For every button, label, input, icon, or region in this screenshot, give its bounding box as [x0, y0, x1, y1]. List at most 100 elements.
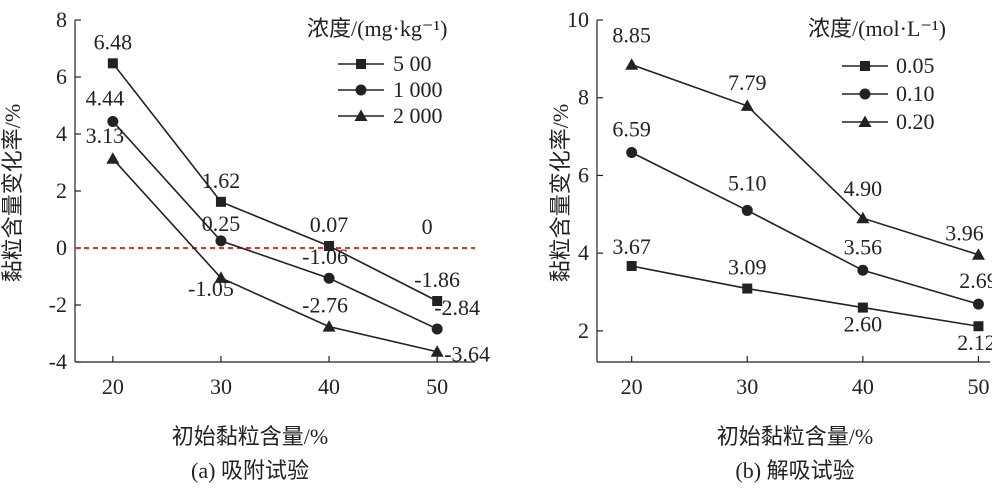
y-tick-label: 2 [56, 178, 67, 203]
data-label: -1.86 [414, 267, 460, 292]
y-tick-label: 0 [56, 235, 67, 260]
data-point [432, 296, 443, 307]
y-tick-label: 6 [56, 64, 67, 89]
y-tick-label: 8 [578, 85, 589, 110]
legend-marker [860, 61, 870, 71]
data-point [322, 320, 336, 332]
chart-panel-adsorption: -4 -2 0 2 4 6 8 20 30 40 50 6.48 1.62 0.07 -1.86 4.44 0… [0, 7, 490, 483]
data-point [107, 115, 119, 127]
data-label: 1.62 [202, 168, 241, 193]
x-tick-label: 50 [967, 374, 989, 399]
chart-caption: (b) 解吸试验 [735, 458, 854, 483]
data-label: 3.56 [844, 234, 883, 259]
data-point [430, 345, 444, 357]
data-point [740, 99, 754, 111]
x-tick-label: 20 [621, 374, 643, 399]
legend-label: 0.05 [896, 53, 935, 78]
y-axis-label: 黏粒含量变化率/% [0, 104, 25, 282]
data-label: 2.69 [959, 268, 992, 293]
data-point [742, 283, 753, 294]
series-line [631, 265, 979, 328]
legend-marker [356, 59, 366, 69]
data-label: 5.10 [728, 170, 767, 195]
data-label: 3.09 [728, 255, 767, 280]
data-point [323, 272, 335, 284]
data-label: 2.60 [844, 312, 883, 337]
legend-title: 浓度/(mg·kg⁻¹) [307, 16, 447, 41]
x-tick-label: 40 [852, 374, 874, 399]
data-label: 0.25 [202, 211, 241, 236]
series-line [631, 151, 979, 305]
data-point [972, 298, 984, 310]
data-point [215, 235, 227, 247]
legend: 0.05 0.10 0.20 浓度/(mol·L⁻¹) [808, 16, 946, 134]
data-point [857, 302, 868, 313]
y-tick-label: -4 [49, 349, 67, 374]
legend-label: 2 000 [393, 103, 443, 128]
y-tick-label: 8 [56, 7, 67, 32]
data-point [971, 248, 985, 260]
data-point [626, 261, 637, 272]
data-label: 0 [422, 214, 433, 239]
data-label: 4.44 [86, 85, 125, 110]
x-tick-label: 40 [318, 374, 340, 399]
legend-marker [354, 109, 368, 121]
y-tick-label: 6 [578, 162, 589, 187]
data-label: -1.06 [302, 244, 348, 269]
series-line [631, 63, 979, 256]
y-tick-label: 4 [578, 240, 589, 265]
y-tick-label: 4 [56, 121, 67, 146]
data-label: 3.13 [86, 123, 125, 148]
data-label: 3.96 [945, 221, 984, 246]
data-label: 7.79 [728, 70, 767, 95]
legend-label: 0.20 [896, 109, 935, 134]
chart-panel-desorption: 2 4 6 8 10 20 30 40 50 3.67 3.09 2.60 2.12 6.59 5.10 3… [548, 7, 992, 483]
legend-label: 5 00 [393, 51, 432, 76]
legend-title: 浓度/(mol·L⁻¹) [808, 16, 946, 41]
chart-caption: (a) 吸附试验 [191, 458, 309, 483]
data-point [106, 152, 120, 164]
y-axis-label: 黏粒含量变化率/% [548, 104, 573, 282]
data-point [215, 196, 226, 207]
data-point [973, 321, 984, 332]
data-point [626, 147, 638, 159]
x-axis-label: 初始黏粒含量/% [717, 424, 873, 449]
data-point [214, 271, 228, 283]
data-label: 6.48 [94, 29, 133, 54]
x-tick-label: 20 [102, 374, 124, 399]
data-label: 6.59 [612, 117, 651, 142]
data-point [107, 58, 118, 69]
x-tick-label: 30 [736, 374, 758, 399]
y-tick-label: -2 [49, 292, 67, 317]
data-label: -2.84 [434, 295, 480, 320]
data-label: 2.12 [957, 330, 992, 355]
data-label: 8.85 [612, 23, 651, 48]
x-axis-label: 初始黏粒含量/% [172, 424, 328, 449]
series-line [112, 62, 438, 302]
data-point [625, 58, 639, 70]
y-tick-label: 10 [567, 7, 589, 32]
legend-marker [859, 88, 871, 100]
data-label: -2.76 [302, 293, 348, 318]
data-label: 0.07 [310, 212, 349, 237]
data-point [857, 264, 869, 276]
x-tick-label: 30 [210, 374, 232, 399]
series-line [112, 158, 438, 353]
data-point [741, 204, 753, 216]
x-tick-label: 50 [426, 374, 448, 399]
data-point [431, 323, 443, 335]
data-label: -3.64 [444, 342, 490, 367]
data-point [324, 241, 335, 252]
y-tick-label: 2 [578, 318, 589, 343]
legend-marker [858, 115, 872, 127]
legend-label: 1 000 [393, 77, 443, 102]
data-label: -1.05 [188, 276, 234, 301]
data-point [856, 211, 870, 224]
legend-label: 0.10 [896, 81, 935, 106]
legend-marker [355, 84, 367, 96]
data-label: 4.90 [844, 176, 883, 201]
data-label: 3.67 [612, 234, 651, 259]
series-line [112, 120, 438, 330]
